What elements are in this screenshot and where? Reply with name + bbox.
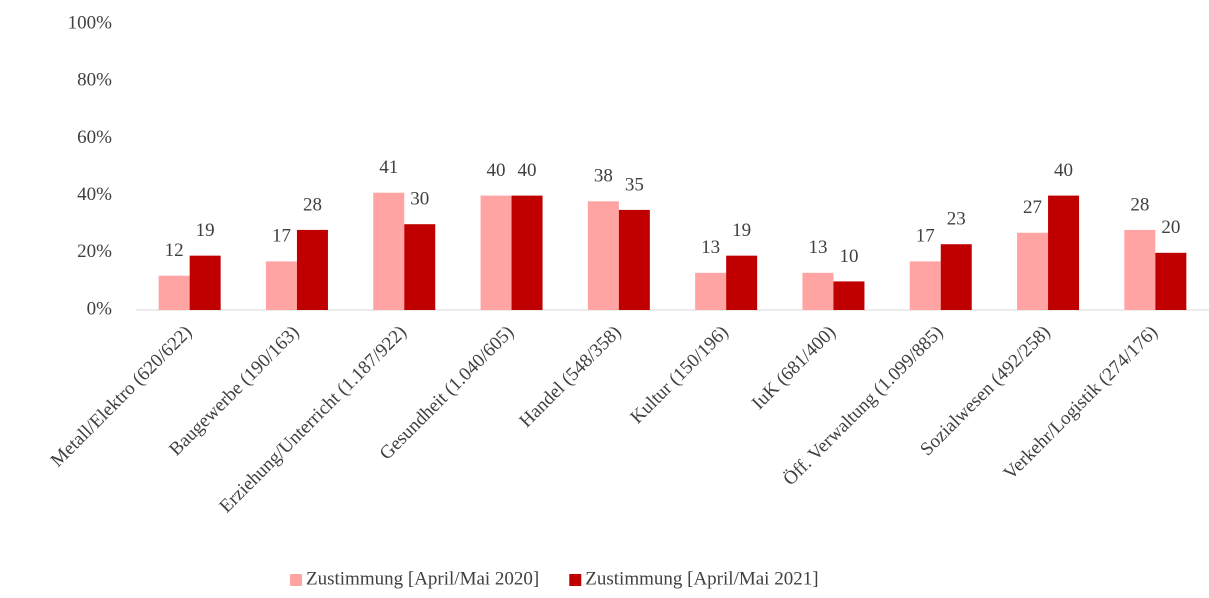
- bar: [373, 192, 405, 310]
- y-tick-label: 20%: [77, 241, 112, 262]
- y-tick-label: 60%: [77, 127, 112, 148]
- y-tick-label: 100%: [68, 12, 113, 33]
- data-label: 27: [1023, 197, 1042, 218]
- y-tick-label: 40%: [77, 184, 112, 205]
- bar: [1048, 195, 1080, 310]
- bar: [802, 272, 834, 310]
- bar: [833, 281, 865, 310]
- data-label: 17: [916, 226, 935, 247]
- legend-swatch: [569, 574, 582, 586]
- data-label: 20: [1161, 217, 1180, 238]
- y-tick-label: 80%: [77, 70, 112, 91]
- x-tick-label: Handel (548/358): [515, 322, 625, 432]
- data-label: 19: [196, 220, 215, 241]
- data-label: 17: [272, 226, 291, 247]
- x-tick-label: Erziehung/Unterricht (1.187/922): [215, 322, 410, 517]
- bar: [296, 229, 328, 310]
- data-label: 40: [487, 160, 506, 181]
- data-label: 30: [410, 189, 429, 210]
- y-tick-label: 0%: [87, 298, 113, 319]
- data-label: 28: [1130, 194, 1149, 215]
- data-label: 10: [839, 246, 858, 267]
- data-label: 12: [165, 240, 184, 261]
- data-label: 41: [379, 157, 398, 178]
- bar: [618, 209, 650, 310]
- data-label: 38: [594, 166, 613, 187]
- bar: [1124, 229, 1156, 310]
- bar: [1155, 252, 1187, 310]
- data-label: 19: [732, 220, 751, 241]
- bar: [587, 201, 619, 310]
- x-tick-label: IuK (681/400): [748, 322, 840, 414]
- bar: [511, 195, 543, 310]
- data-label: 40: [518, 160, 537, 181]
- bar: [940, 244, 972, 310]
- legend-label: Zustimmung [April/Mai 2021]: [585, 568, 818, 589]
- data-label: 13: [701, 237, 720, 258]
- data-label: 13: [808, 237, 827, 258]
- data-label: 40: [1054, 160, 1073, 181]
- bar: [695, 272, 727, 310]
- data-label: 35: [625, 174, 644, 195]
- x-tick-label: Kultur (150/196): [626, 322, 732, 428]
- bar: [726, 255, 758, 310]
- bar: [404, 224, 436, 310]
- bar: [909, 261, 941, 310]
- legend-swatch: [290, 574, 302, 586]
- bar: [1017, 232, 1049, 310]
- data-label: 23: [947, 209, 966, 230]
- bar: [189, 255, 221, 310]
- bar: [480, 195, 512, 310]
- legend-label: Zustimmung [April/Mai 2020]: [306, 568, 539, 589]
- bar: [158, 275, 190, 310]
- data-label: 28: [303, 194, 322, 215]
- bar: [265, 261, 297, 310]
